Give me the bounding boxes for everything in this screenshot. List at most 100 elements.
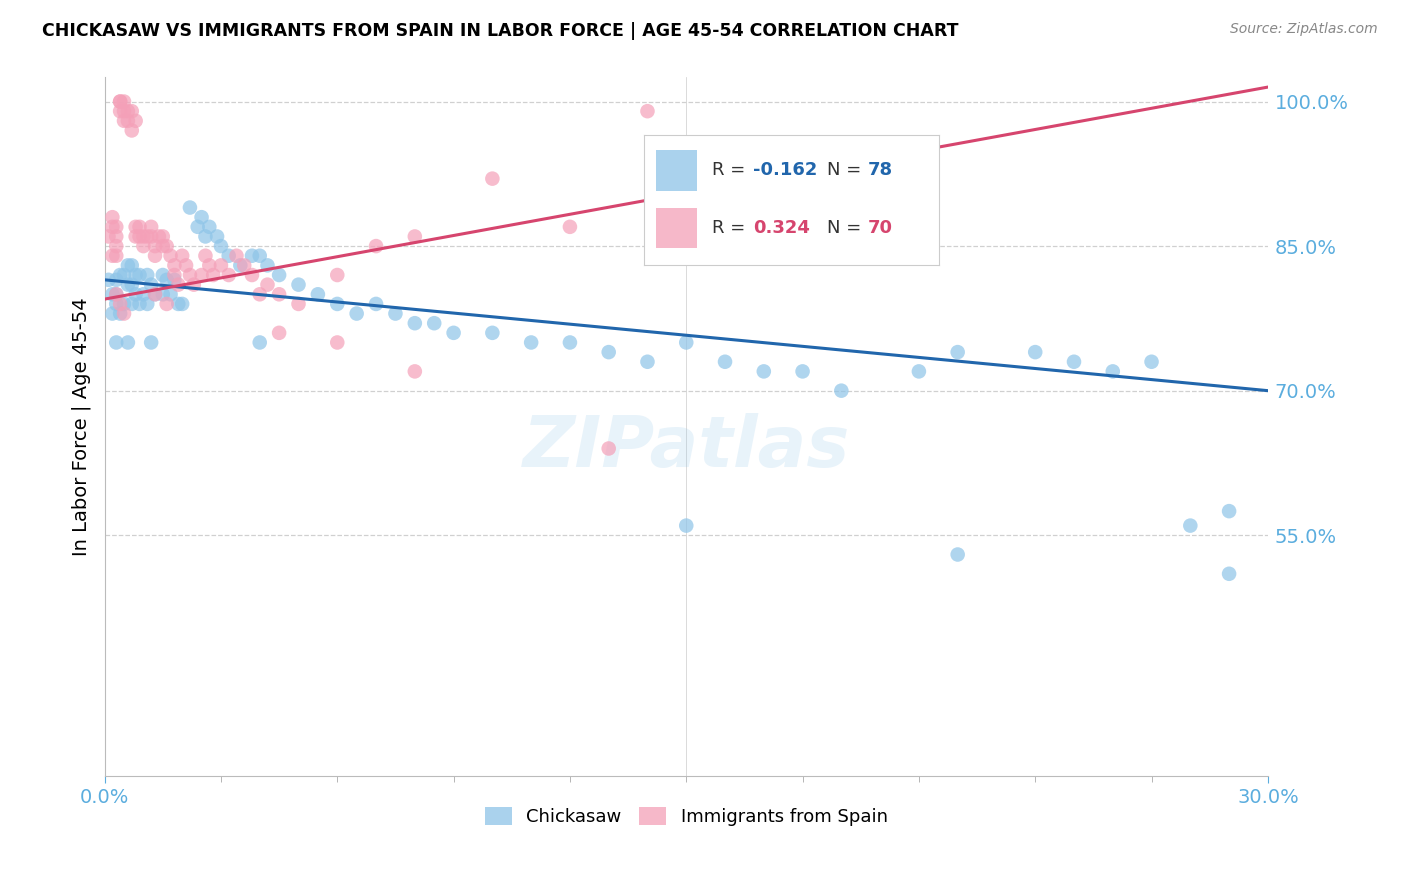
Point <box>143 249 166 263</box>
Point <box>101 210 124 224</box>
Point <box>209 259 232 273</box>
Point <box>326 335 349 350</box>
Text: CHICKASAW VS IMMIGRANTS FROM SPAIN IN LABOR FORCE | AGE 45-54 CORRELATION CHART: CHICKASAW VS IMMIGRANTS FROM SPAIN IN LA… <box>42 22 959 40</box>
Point <box>117 259 139 273</box>
Text: N =: N = <box>827 161 866 179</box>
Point <box>256 277 278 292</box>
Point <box>1063 355 1085 369</box>
Point <box>108 268 131 282</box>
Point <box>198 219 221 234</box>
Point <box>558 219 581 234</box>
Text: -0.162: -0.162 <box>754 161 817 179</box>
Point <box>105 219 128 234</box>
Point <box>101 219 124 234</box>
Point <box>141 229 163 244</box>
Point <box>869 171 891 186</box>
Point <box>423 316 446 330</box>
Point <box>117 104 139 119</box>
Point <box>240 249 263 263</box>
Point <box>194 249 217 263</box>
Point <box>112 113 135 128</box>
Point <box>112 307 135 321</box>
Point <box>108 95 131 109</box>
Point <box>163 273 186 287</box>
Point <box>1180 518 1202 533</box>
Point <box>792 364 814 378</box>
Point <box>218 268 240 282</box>
Point <box>364 297 387 311</box>
Point <box>558 335 581 350</box>
Point <box>117 277 139 292</box>
Point <box>121 123 143 137</box>
Point <box>108 104 131 119</box>
Point <box>141 335 163 350</box>
Point <box>1218 504 1240 518</box>
Point <box>143 287 166 301</box>
Point <box>112 297 135 311</box>
Point <box>105 297 128 311</box>
Point <box>163 268 186 282</box>
Point <box>136 229 159 244</box>
Point <box>156 239 179 253</box>
Point <box>269 326 291 340</box>
Point <box>233 259 256 273</box>
Point <box>121 277 143 292</box>
Point <box>179 201 201 215</box>
Point <box>830 384 852 398</box>
Point <box>752 364 775 378</box>
Point <box>1024 345 1046 359</box>
Point <box>112 268 135 282</box>
Point <box>675 335 697 350</box>
Point <box>218 249 240 263</box>
Point <box>117 113 139 128</box>
Point <box>132 287 155 301</box>
Point <box>101 249 124 263</box>
Text: R =: R = <box>711 161 751 179</box>
Point <box>229 259 252 273</box>
Point <box>225 249 247 263</box>
Point <box>124 268 146 282</box>
Point <box>105 249 128 263</box>
Point <box>269 268 291 282</box>
Point <box>128 268 150 282</box>
Point <box>326 297 349 311</box>
Point <box>205 229 228 244</box>
Point <box>108 307 131 321</box>
Point <box>163 259 186 273</box>
Point <box>167 297 190 311</box>
Point <box>249 249 271 263</box>
Point <box>364 239 387 253</box>
Point <box>105 273 128 287</box>
Point <box>198 259 221 273</box>
Point <box>124 229 146 244</box>
Point <box>714 355 737 369</box>
Point <box>326 268 349 282</box>
Point <box>105 239 128 253</box>
Point <box>152 268 174 282</box>
Point <box>101 287 124 301</box>
Point <box>124 113 146 128</box>
Point <box>1140 355 1163 369</box>
Point <box>256 259 278 273</box>
Point <box>152 239 174 253</box>
Point <box>209 239 232 253</box>
Point <box>404 316 426 330</box>
Text: 78: 78 <box>868 161 893 179</box>
Point <box>128 219 150 234</box>
Point <box>346 307 368 321</box>
Y-axis label: In Labor Force | Age 45-54: In Labor Force | Age 45-54 <box>72 298 91 556</box>
Point <box>269 287 291 301</box>
Point <box>637 104 659 119</box>
Point <box>167 277 190 292</box>
Point <box>101 307 124 321</box>
Point <box>404 229 426 244</box>
Point <box>112 95 135 109</box>
Point <box>117 335 139 350</box>
Point <box>112 104 135 119</box>
Point <box>108 297 131 311</box>
Point <box>152 229 174 244</box>
Point <box>598 442 620 456</box>
Point <box>598 345 620 359</box>
Point <box>520 335 543 350</box>
Point <box>946 548 969 562</box>
